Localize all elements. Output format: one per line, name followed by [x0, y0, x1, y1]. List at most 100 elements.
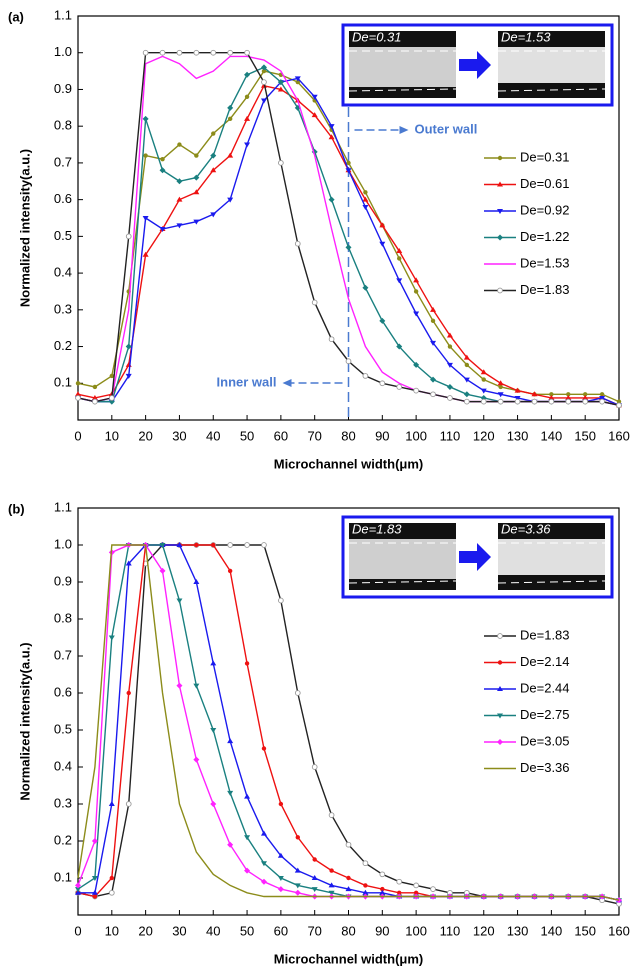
marker	[294, 883, 301, 889]
y-tick-label: 1.1	[54, 7, 72, 22]
legend-label: De=1.83	[520, 627, 570, 642]
marker	[447, 344, 453, 349]
marker	[176, 682, 183, 689]
x-axis-title: Microchannel width(μm)	[274, 951, 424, 966]
marker	[379, 871, 386, 878]
marker	[277, 79, 284, 86]
marker	[143, 153, 148, 158]
marker	[92, 894, 98, 899]
y-tick-label: 0.8	[54, 610, 72, 625]
marker	[582, 394, 589, 400]
marker	[244, 71, 251, 78]
marker	[210, 167, 217, 173]
marker	[109, 875, 115, 881]
marker	[210, 660, 217, 666]
marker	[396, 248, 403, 254]
marker	[260, 861, 267, 867]
marker	[160, 157, 165, 162]
x-tick-label: 150	[574, 923, 596, 938]
marker	[294, 76, 301, 82]
marker	[75, 882, 81, 889]
marker	[176, 598, 183, 604]
legend-marker	[497, 155, 503, 161]
y-tick-label: 0.2	[54, 338, 72, 353]
inset-label: De=1.53	[501, 29, 551, 44]
marker	[362, 889, 369, 895]
x-tick-label: 60	[274, 428, 288, 443]
marker	[345, 841, 352, 848]
marker	[194, 153, 199, 158]
marker	[193, 683, 200, 689]
marker	[277, 876, 284, 881]
marker	[329, 868, 334, 873]
marker	[177, 142, 182, 147]
marker	[227, 197, 234, 203]
marker	[193, 189, 200, 195]
legend-marker	[497, 660, 503, 665]
marker	[91, 838, 98, 844]
y-tick-label: 0.1	[54, 375, 72, 390]
y-tick-label: 0.6	[54, 684, 72, 699]
marker	[311, 112, 318, 118]
marker	[92, 384, 98, 390]
marker	[311, 764, 318, 770]
y-axis-title: Normalized intensity(a.u.)	[17, 642, 32, 800]
marker	[75, 391, 81, 397]
x-tick-label: 100	[405, 923, 427, 938]
marker	[379, 889, 386, 895]
marker	[514, 395, 521, 401]
marker	[92, 398, 98, 405]
marker	[463, 391, 470, 398]
x-tick-label: 70	[307, 923, 321, 938]
marker	[176, 49, 183, 56]
marker	[396, 343, 403, 350]
marker	[91, 889, 98, 895]
inset-band	[498, 47, 605, 83]
x-tick-label: 160	[608, 428, 630, 443]
inset-label: De=0.31	[352, 29, 402, 44]
marker	[345, 886, 352, 892]
y-tick-label: 0.9	[54, 81, 72, 96]
marker	[227, 104, 234, 111]
inset-arrow	[459, 543, 491, 571]
marker	[446, 383, 453, 390]
marker	[616, 402, 622, 409]
marker	[379, 380, 386, 387]
marker	[430, 391, 436, 398]
marker	[328, 336, 335, 343]
marker	[75, 381, 81, 386]
marker	[328, 882, 335, 888]
y-tick-label: 0.2	[54, 832, 72, 847]
marker	[413, 289, 419, 294]
marker	[108, 801, 115, 806]
y-tick-label: 0.3	[54, 301, 72, 316]
marker	[211, 131, 216, 136]
x-tick-label: 140	[541, 923, 563, 938]
marker	[108, 889, 115, 896]
legend-label: De=2.14	[520, 654, 570, 669]
marker	[481, 377, 486, 382]
marker	[447, 395, 453, 401]
panel-label: (a)	[8, 9, 24, 24]
marker	[464, 362, 470, 368]
marker	[565, 394, 572, 400]
legend-label: De=3.36	[520, 760, 570, 775]
marker	[397, 256, 402, 261]
legend-label: De=3.05	[520, 733, 570, 748]
marker	[244, 661, 250, 666]
marker	[277, 852, 284, 858]
marker	[599, 392, 605, 397]
marker	[396, 278, 403, 284]
inset-label: De=3.36	[501, 521, 551, 536]
x-tick-label: 20	[138, 923, 152, 938]
inset-dash	[348, 580, 457, 584]
marker	[295, 79, 300, 85]
marker	[126, 690, 131, 696]
legend-marker	[497, 686, 503, 691]
legend-marker	[497, 287, 503, 294]
marker	[142, 115, 149, 122]
marker	[261, 68, 267, 74]
x-tick-label: 30	[172, 428, 186, 443]
marker	[278, 801, 284, 807]
marker	[211, 542, 216, 548]
